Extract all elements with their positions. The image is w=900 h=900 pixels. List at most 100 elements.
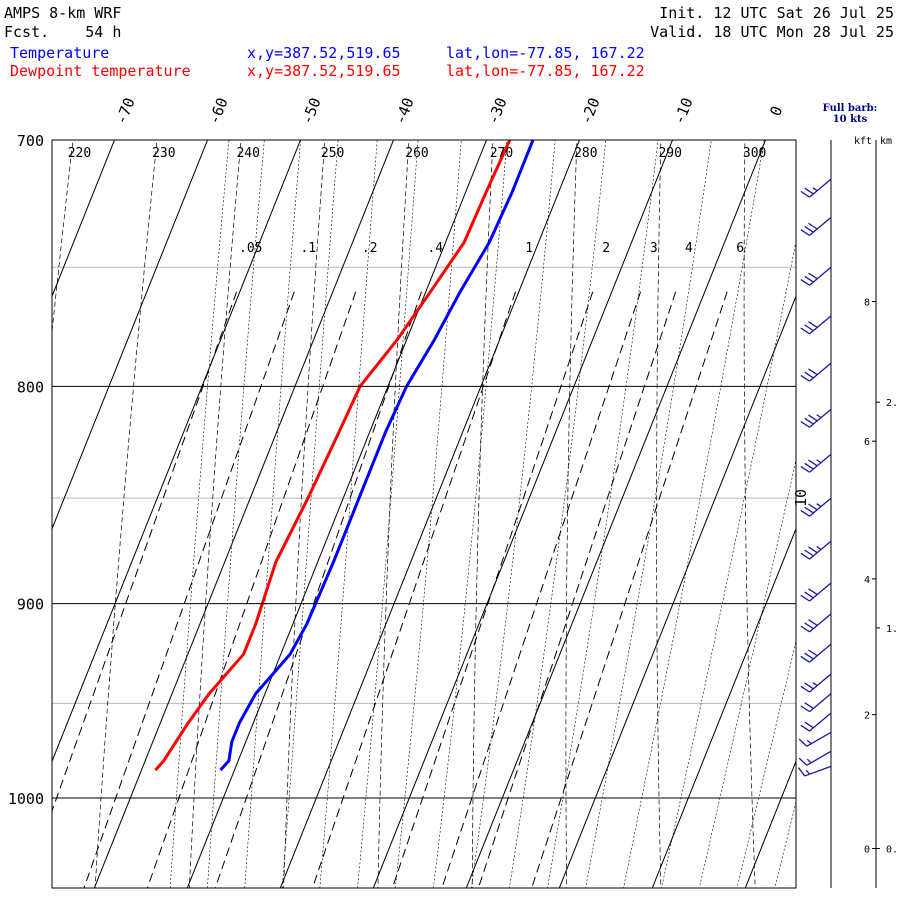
moist-adiabat-line	[281, 140, 339, 888]
dry-adiabat-line	[829, 32, 853, 900]
wind-barb	[800, 712, 832, 732]
dry-adiabat-line	[377, 140, 410, 888]
mixing-ratio-line	[83, 291, 295, 888]
wind-barb	[798, 750, 832, 766]
mixing-ratio-label: 2	[602, 241, 610, 256]
moist-adiabat-line	[623, 140, 765, 888]
isotherm-line	[830, 120, 900, 900]
moist-adiabat-line	[661, 239, 796, 888]
wind-barb	[800, 540, 832, 560]
wind-barb	[797, 765, 832, 777]
mixing-ratio-label: .4	[427, 241, 443, 256]
wind-barb	[800, 453, 832, 473]
wind-barb	[800, 408, 832, 428]
isotherm-line	[279, 140, 581, 888]
axis-labels: .05 .1 .2 .4 1 2 3 4 6 700 800 900 1000 -70 -60 -50 -40 -…	[8, 95, 810, 808]
mixing-ratio-label: 1	[525, 241, 533, 256]
moist-adiabat-line	[169, 140, 230, 888]
wind-barb	[800, 582, 832, 602]
valid-time: Valid. 18 UTC Mon 28 Jul 25	[650, 23, 894, 41]
theta-label: 270	[490, 146, 513, 161]
mixing-ratio-line	[531, 291, 728, 888]
moist-adiabat-line	[433, 140, 508, 888]
km-tick-label: 2.	[886, 398, 898, 409]
mixing-ratio-label: .1	[300, 241, 316, 256]
legend-dewpoint-latlon: lat,lon=-77.85, 167.22	[446, 62, 645, 80]
moist-adiabat-line	[736, 639, 796, 888]
wind-barb	[800, 266, 832, 286]
dry-adiabat-line	[656, 140, 662, 888]
guide-lines	[52, 32, 900, 900]
temperature-tick-label: -20	[577, 95, 604, 127]
theta-label: 250	[321, 146, 344, 161]
isotherm-line	[52, 140, 302, 763]
isotherm-line	[651, 527, 796, 888]
pressure-tick-label: 900	[17, 596, 44, 614]
pressure-tick-label: 1000	[8, 790, 44, 808]
theta-label: 240	[236, 146, 259, 161]
moist-adiabat-line	[471, 140, 556, 888]
temperature-tick-label: 0	[766, 104, 786, 119]
mixing-ratio-line	[311, 291, 517, 888]
wind-barb	[800, 613, 832, 633]
mixing-ratio-label: 6	[736, 241, 744, 256]
theta-label: 300	[743, 146, 766, 161]
dry-adiabat-line	[471, 140, 494, 888]
barb-note-line1: Full barb:	[822, 103, 878, 114]
isotherm-line	[465, 140, 767, 888]
dry-adiabat-line	[743, 140, 756, 888]
moist-adiabat-line	[395, 140, 462, 888]
legend-temperature-xy: x,y=387.52,519.65	[247, 44, 401, 62]
wind-barb	[800, 178, 832, 198]
kft-tick-label: 8	[864, 298, 870, 309]
wind-barb	[800, 315, 832, 335]
kft-tick-label: 4	[864, 575, 870, 586]
temperature-profile-line	[219, 140, 535, 772]
dry-adiabat-line	[52, 140, 74, 336]
height-axis: kft km 0 2 4 6 8 0. 1. 2.	[854, 136, 898, 888]
kft-tick-label: 6	[864, 437, 870, 448]
isotherm-line	[93, 140, 395, 888]
init-time: Init. 12 UTC Sat 26 Jul 25	[659, 4, 894, 22]
mixing-ratio-label: .05	[239, 241, 262, 256]
mixing-ratio-label: 3	[650, 241, 658, 256]
theta-label: 230	[152, 146, 175, 161]
theta-label: 290	[658, 146, 681, 161]
temperature-tick-label: -50	[298, 95, 325, 127]
theta-label: 220	[68, 146, 91, 161]
isotherm-line	[558, 294, 796, 888]
km-tick-label: 0.	[886, 844, 898, 855]
model-title: AMPS 8-km WRF	[4, 4, 122, 22]
dry-adiabat-line	[188, 140, 242, 888]
legend-temperature-latlon: lat,lon=-77.85, 167.22	[446, 44, 645, 62]
moist-adiabat-line	[509, 140, 607, 888]
kft-axis-label: kft	[854, 136, 872, 147]
wind-barb	[800, 362, 832, 382]
forecast-hour: Fcst. 54 h	[4, 23, 122, 41]
mixing-ratio-line	[52, 291, 238, 813]
moist-adiabat-line	[698, 458, 796, 888]
mixing-ratio-line	[441, 291, 642, 888]
wind-barb	[800, 673, 832, 693]
wind-barb	[800, 693, 832, 713]
isotherm-line	[744, 759, 796, 888]
mixing-ratio-label: 4	[685, 241, 693, 256]
moist-adiabat-line	[585, 140, 712, 888]
wind-barb	[798, 731, 832, 747]
legend-dewpoint-xy: x,y=387.52,519.65	[247, 62, 401, 80]
dry-adiabat-line	[565, 140, 578, 888]
temperature-tick-label: -40	[391, 95, 418, 127]
barb-note-line2: 10 kts	[832, 114, 868, 125]
pressure-tick-label: 800	[17, 378, 44, 396]
mixing-ratio-line	[477, 291, 677, 888]
mixing-ratio-label: .2	[362, 241, 378, 256]
isotherm-edge-label: 10	[792, 489, 810, 507]
km-axis-label: km	[880, 136, 892, 147]
mixing-ratio-line	[391, 291, 594, 888]
isotherm-line	[52, 140, 116, 298]
temperature-tick-label: -60	[205, 95, 232, 127]
theta-label: 280	[574, 146, 597, 161]
dry-adiabat-line	[94, 140, 158, 888]
kft-tick-label: 2	[864, 711, 870, 722]
wind-barb-column	[797, 140, 832, 888]
